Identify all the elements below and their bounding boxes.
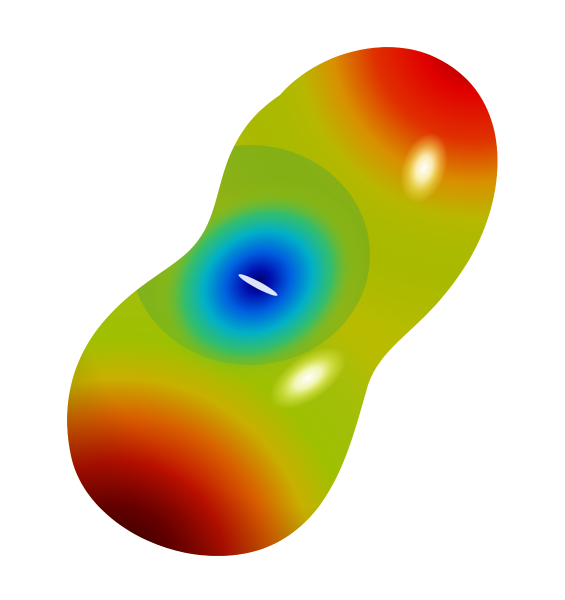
highlight-dimple bbox=[238, 274, 278, 296]
highlight-lower bbox=[269, 346, 347, 410]
highlight-upper bbox=[400, 133, 448, 203]
